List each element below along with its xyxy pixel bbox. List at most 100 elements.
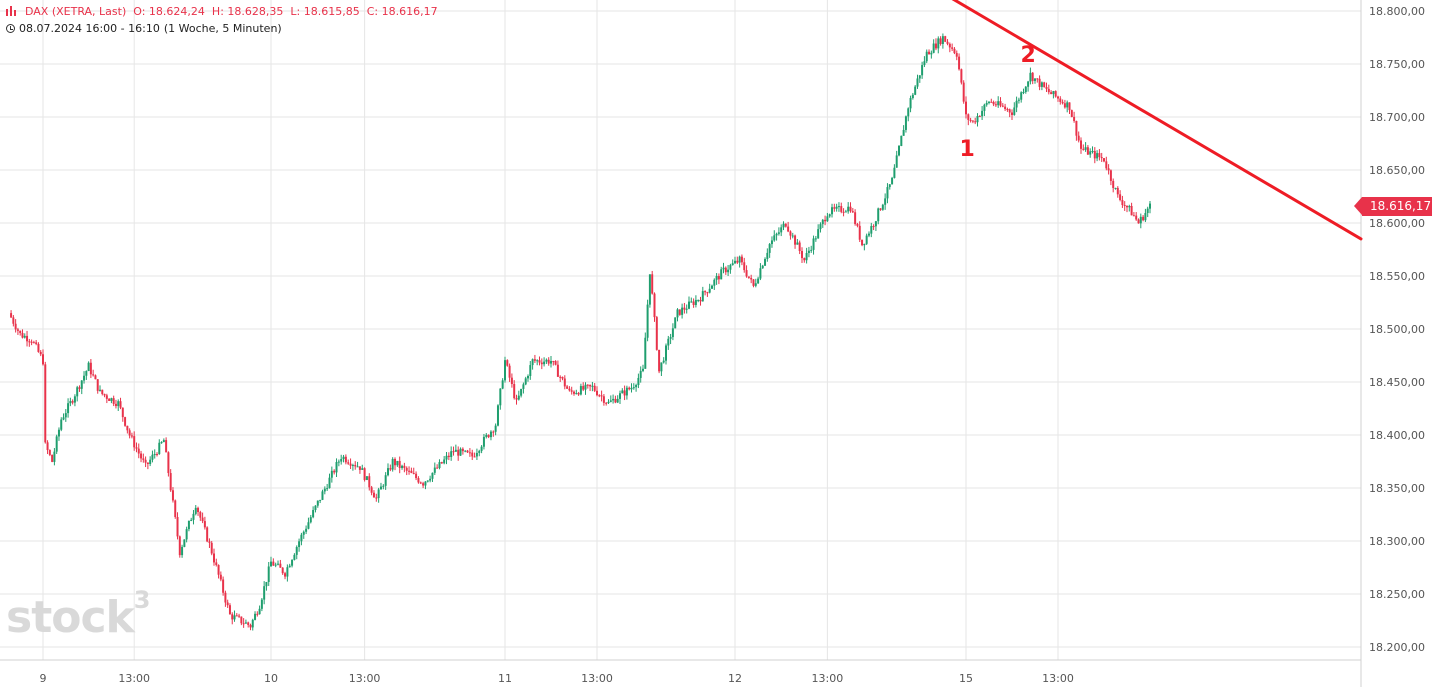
candle-body [46,442,49,451]
candle-body [333,470,336,473]
candle-body [1011,112,1013,115]
candle-body [279,563,282,568]
candle-body [681,307,684,315]
candle-body [281,567,284,574]
candle-body [849,206,852,212]
candle-body [99,389,101,391]
candle-body [328,477,331,489]
candle-body [181,546,184,556]
candle-body [566,386,569,389]
candle-body [874,221,877,227]
candle-body [401,465,404,468]
candle-body [997,101,1000,106]
candle-body [447,455,450,458]
candle-body [819,224,822,230]
ohlc-header: DAX (XETRA, Last) O: 18.624,24 H: 18.628,3… [6,5,445,18]
candle-body [591,385,594,387]
candle-body [1068,102,1071,111]
candle-body [584,384,587,390]
candle-body [235,615,238,617]
candle-body [197,507,200,513]
candle-body [589,384,592,387]
candle-body [520,388,523,396]
candle-body [183,539,186,547]
candle-body [921,65,924,76]
time-axis: 9 13:00 10 13:00 11 13:00 12 13:00 15 13:00 [0,659,1361,685]
candle-body [867,233,870,236]
candle-body [321,491,324,500]
candle-body [780,227,783,233]
candle-body [971,120,974,122]
candle-body [130,435,133,437]
candle-body [586,384,589,386]
candle-body [408,470,411,472]
candle-body [1031,72,1034,81]
candle-body [28,341,31,343]
candle-body [1137,219,1140,224]
candle-body [914,86,917,95]
candle-body [895,155,898,168]
candle-body [368,476,371,488]
time-tick-label: 13:00 [118,672,150,685]
candle-body [538,360,541,363]
candle-body [35,342,38,344]
candle-body [475,452,478,457]
candle-body [531,359,534,366]
candle-body [833,207,836,209]
time-tick-label: 10 [264,672,278,685]
candle-body [194,507,197,514]
candle-body [389,468,392,470]
candle-body [602,396,605,403]
candle-body [962,82,965,102]
candle-body [722,267,725,270]
candle-body [94,375,97,380]
annotation-label: 1 [959,137,974,162]
candle-body [344,456,347,463]
candle-body [119,401,122,408]
candle-body [1061,101,1064,104]
candle-body [167,452,170,474]
candle-body [445,455,448,460]
candle-body [810,249,813,251]
candle-body [270,561,272,567]
candle-body [1100,157,1103,159]
candle-body [953,48,956,54]
candle-body [146,462,149,464]
candle-body [738,256,741,263]
candle-body [893,167,896,178]
candle-body [605,402,608,404]
candle-body [568,388,571,391]
candle-body [114,403,117,407]
candle-body [112,398,115,404]
candle-body [454,449,457,452]
candle-body [540,362,543,365]
candle-body [550,361,552,364]
candle-body [844,211,847,213]
candles [10,33,1151,631]
candle-body [784,223,787,227]
candle-body [288,565,291,568]
candle-body [527,375,529,379]
candle-body [983,104,986,111]
candle-body [909,98,912,109]
candle-body [199,512,202,518]
candle-body [870,226,873,234]
candle-body [83,375,86,381]
candle-body [536,360,539,362]
candle-body [496,405,499,426]
candle-body [965,101,967,115]
candle-body [382,485,385,487]
candle-body [160,442,163,444]
candle-body [217,565,220,575]
candle-body [370,487,373,493]
candle-body [394,458,397,466]
candle-body [391,458,394,470]
candle-body [960,69,963,83]
candle-body [1057,96,1059,99]
candle-body [126,425,129,431]
candle-body [543,361,546,365]
candle-body [429,478,432,481]
candle-body [803,258,806,261]
candle-body [1077,135,1080,141]
